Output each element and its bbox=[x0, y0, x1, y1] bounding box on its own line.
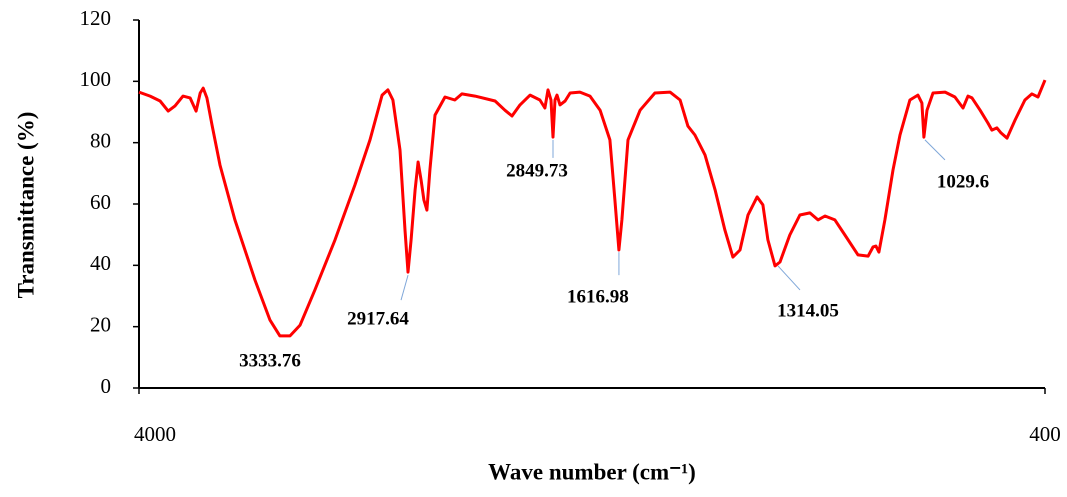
y-tick-label: 120 bbox=[80, 6, 112, 30]
annotation-label: 2917.64 bbox=[347, 309, 409, 330]
annotation-label: 3333.76 bbox=[239, 350, 301, 371]
annotation-leader bbox=[924, 139, 946, 161]
y-tick-label: 40 bbox=[90, 251, 111, 275]
y-tick-label: 100 bbox=[80, 67, 112, 91]
y-tick-label: 80 bbox=[90, 128, 111, 152]
x-axis-title: Wave number (cm⁻¹) bbox=[488, 459, 696, 484]
annotation-leader bbox=[400, 275, 409, 301]
y-tick-label: 0 bbox=[101, 374, 112, 398]
annotation-label: 1314.05 bbox=[777, 300, 839, 321]
x-tick-label: 4000 bbox=[134, 422, 176, 446]
spectrum-line bbox=[138, 79, 1047, 338]
x-tick-label: 400 bbox=[1029, 422, 1061, 446]
y-tick-label: 60 bbox=[90, 190, 111, 214]
annotation-label: 1616.98 bbox=[567, 287, 629, 308]
annotation-label: 2849.73 bbox=[506, 160, 568, 181]
y-tick-label: 20 bbox=[90, 312, 111, 336]
annotation-label: 1029.6 bbox=[937, 171, 989, 192]
y-axis-title: Transmittance (%) bbox=[13, 112, 38, 299]
annotation-leader bbox=[777, 265, 801, 291]
